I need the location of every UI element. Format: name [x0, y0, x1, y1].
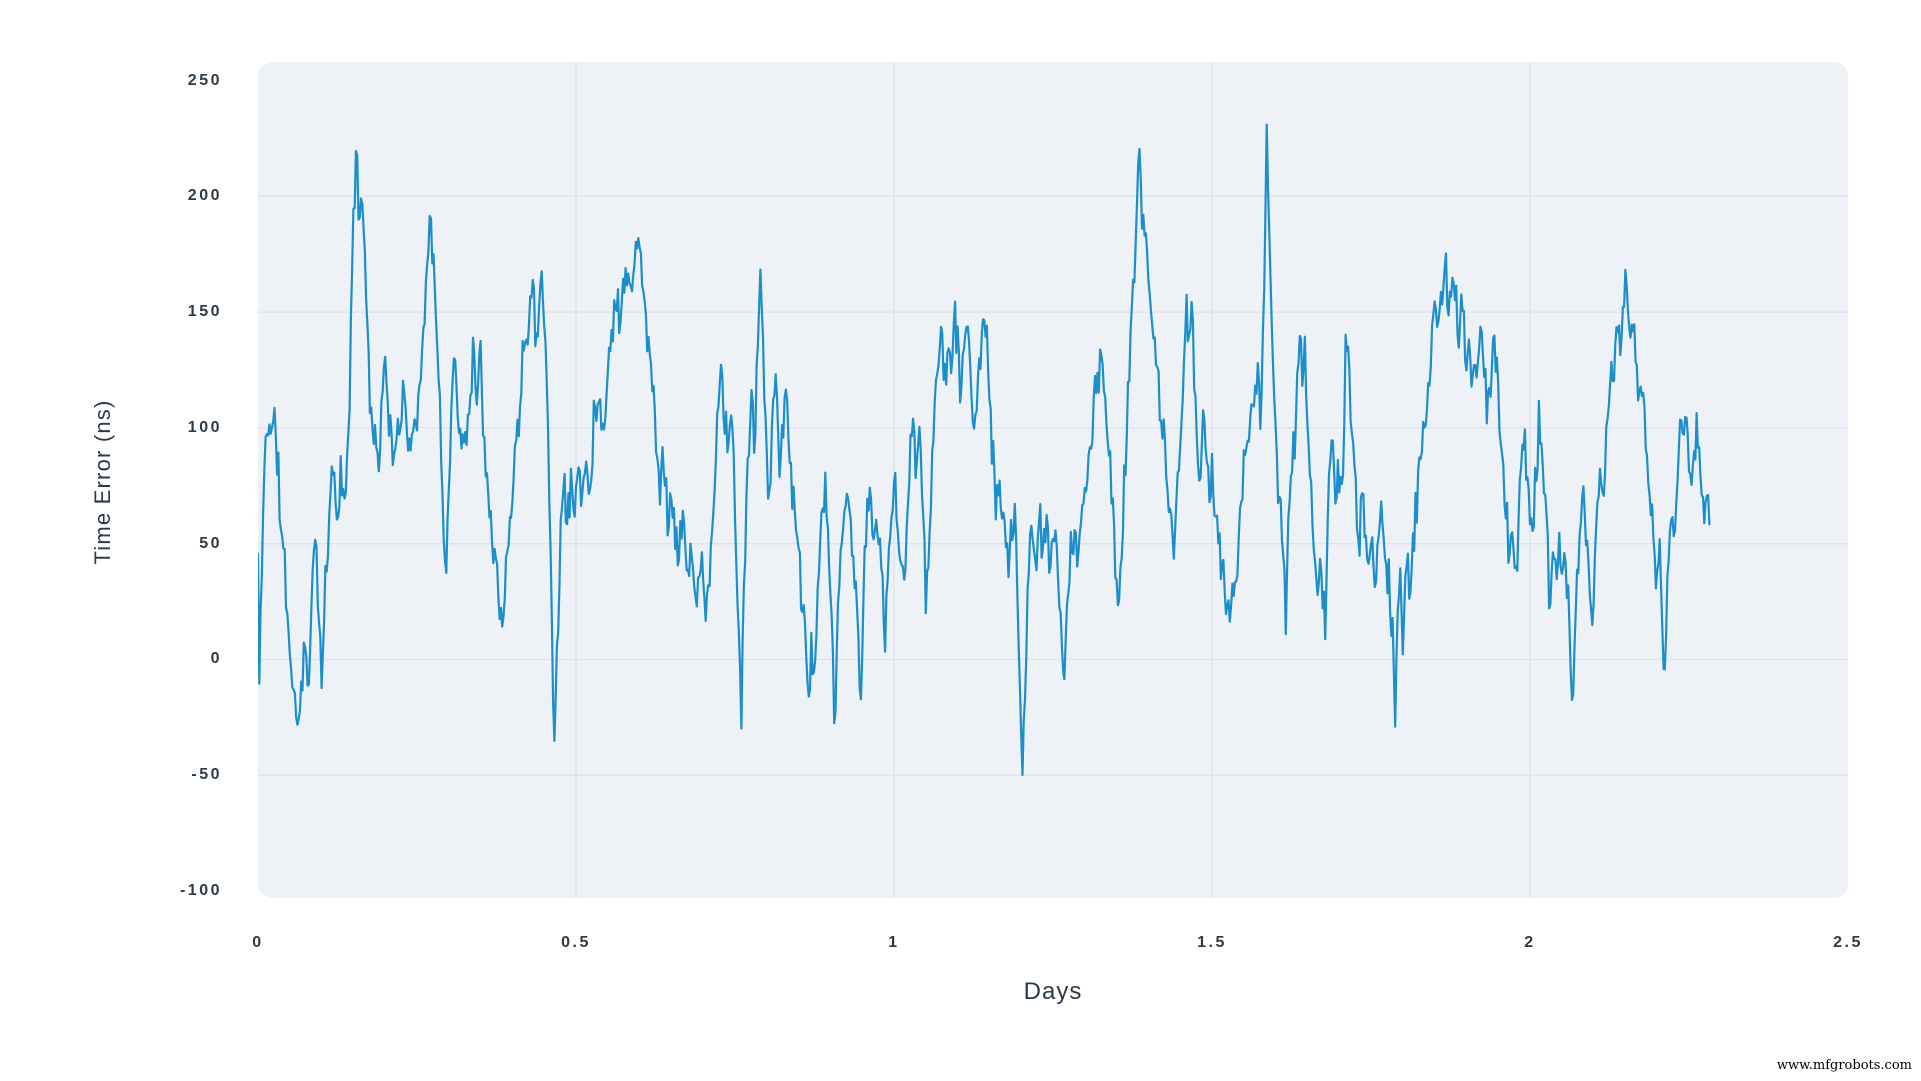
x-tick-label-0: 0: [252, 934, 264, 951]
y-tick-label-250: 250: [187, 72, 222, 89]
x-tick-label-1: 1: [888, 934, 900, 951]
y-tick-label-200: 200: [187, 187, 222, 204]
watermark-text: www.mfgrobots.com: [1776, 1058, 1912, 1073]
x-tick-label-2: 2: [1524, 934, 1536, 951]
x-tick-label-0.5: 0.5: [561, 934, 591, 951]
y-tick-label-100: 100: [187, 419, 222, 436]
y-tick-label-150: 150: [187, 303, 222, 320]
y-tick-label--50: -50: [191, 766, 222, 783]
time-error-line-chart: [258, 62, 1848, 898]
y-axis-title: Time Error (ns): [90, 399, 115, 565]
y-tick-label-0: 0: [210, 650, 222, 667]
y-tick-label-50: 50: [199, 535, 222, 552]
x-tick-label-1.5: 1.5: [1197, 934, 1227, 951]
plot-area: [258, 62, 1848, 898]
y-tick-label--100: -100: [179, 882, 222, 899]
time-error-series-line: [258, 123, 1711, 777]
x-axis-title: Days: [1023, 978, 1083, 1005]
x-tick-label-2.5: 2.5: [1833, 934, 1863, 951]
